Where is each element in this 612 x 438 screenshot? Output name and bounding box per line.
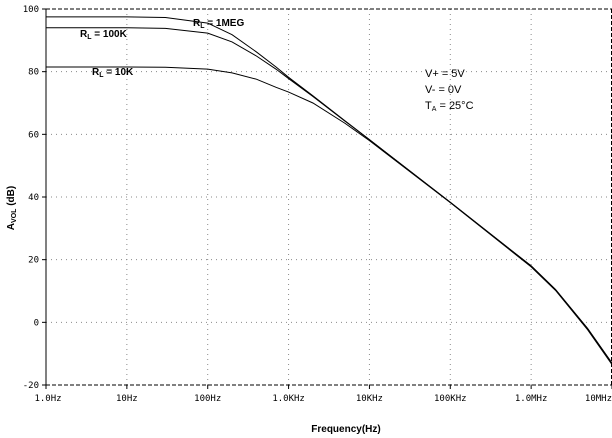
series-line-100k: [46, 27, 612, 364]
x-tick-label: 1.0KHz: [272, 394, 305, 404]
x-tick-labels: 1.0Hz 10Hz 100Hz 1.0KHz 10KHz 100KHz 1.0MHz 10M…: [34, 394, 612, 404]
x-tick-label: 10KHz: [356, 394, 383, 404]
gridlines: [46, 9, 612, 385]
y-tick-label: 80: [28, 68, 39, 78]
x-tick-label: 1.0Hz: [34, 394, 61, 404]
y-tick-label: -20: [23, 381, 39, 391]
series-label-100k: RL = 100K: [80, 29, 128, 41]
series-label-1meg: RL = 1MEG: [193, 18, 244, 30]
series-lines: [46, 16, 612, 365]
x-tick-label: 100KHz: [434, 394, 467, 404]
series-line-10k: [46, 66, 612, 365]
condition-temperature: TA = 25°C: [425, 100, 474, 113]
y-tick-label: 0: [34, 318, 39, 328]
series-label-10k: RL = 10K: [92, 67, 134, 79]
y-tick-labels: -20 0 20 40 60 80 100: [23, 5, 39, 391]
y-tick-label: 20: [28, 256, 39, 266]
y-tick-label: 40: [28, 193, 39, 203]
x-tick-label: 1.0MHz: [515, 394, 548, 404]
x-axis-label: Frequency(Hz): [311, 424, 380, 435]
plot-frame: [42, 8, 612, 389]
y-tick-label: 100: [23, 5, 39, 15]
x-tick-label: 10Hz: [116, 394, 138, 404]
x-tick-label: 100Hz: [194, 394, 221, 404]
condition-vplus: V+ = 5V: [425, 68, 465, 80]
y-tick-label: 60: [28, 130, 39, 140]
condition-vminus: V- = 0V: [425, 84, 462, 96]
y-axis-label: AVOL (dB): [6, 186, 18, 230]
x-tick-label: 10MHz: [585, 394, 612, 404]
